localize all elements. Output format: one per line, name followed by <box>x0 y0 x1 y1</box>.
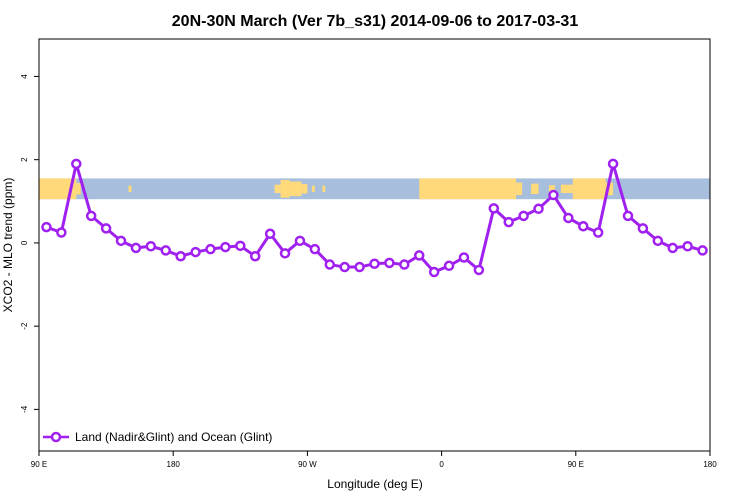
land-segment <box>572 178 606 200</box>
data-point <box>175 250 186 262</box>
data-point <box>41 221 52 233</box>
land-segment <box>76 183 81 195</box>
data-point <box>682 240 693 252</box>
legend-label: Land (Nadir&Glint) and Ocean (Glint) <box>75 430 272 444</box>
data-point <box>563 212 574 224</box>
land-segment <box>39 178 77 200</box>
data-point <box>622 210 634 222</box>
data-point <box>324 259 336 270</box>
data-point <box>488 203 500 214</box>
data-point <box>71 158 82 170</box>
data-point <box>607 158 619 170</box>
data-point <box>249 250 261 262</box>
data-point <box>592 227 604 238</box>
data-point <box>458 252 470 263</box>
land-segment <box>301 184 308 194</box>
land-strip <box>39 178 614 200</box>
x-tick-label: 0 <box>439 460 444 469</box>
data-point <box>264 228 276 240</box>
data-point <box>354 261 365 273</box>
land-segment <box>516 182 523 196</box>
x-axis: 90 E 180 90 W 0 90 E 180 <box>31 451 717 469</box>
data-point <box>652 235 664 247</box>
plot-frame <box>38 38 711 452</box>
data-point <box>384 257 395 269</box>
y-tick-label: 4 <box>20 74 29 79</box>
land-segment <box>419 178 517 200</box>
x-axis-label: Longitude (deg E) <box>327 477 422 491</box>
data-point <box>369 258 380 269</box>
ocean-strip <box>39 178 710 200</box>
x-tick-label: 180 <box>167 460 181 469</box>
y-tick-label: -2 <box>20 322 29 330</box>
land-segment <box>128 185 132 192</box>
data-point <box>279 248 291 259</box>
data-point <box>309 243 321 255</box>
data-point <box>220 241 231 253</box>
data-point <box>518 210 529 222</box>
land-segment <box>531 183 539 195</box>
y-tick-label: 2 <box>20 157 29 162</box>
data-point <box>533 203 544 215</box>
data-point <box>235 240 246 252</box>
data-point <box>548 189 559 201</box>
data-point <box>160 245 171 256</box>
data-point <box>399 259 410 270</box>
data-point <box>428 266 440 278</box>
data-point <box>697 245 708 256</box>
data-point <box>100 223 112 234</box>
x-tick-label: 90 E <box>568 460 584 469</box>
land-segment <box>560 184 573 193</box>
data-point <box>443 260 455 272</box>
x-tick-label: 90 E <box>31 460 47 469</box>
land-ocean-band <box>39 178 710 200</box>
data-point <box>637 223 649 234</box>
data-point <box>294 235 306 247</box>
data-point <box>578 221 589 232</box>
data-point <box>130 242 142 254</box>
data-point <box>56 227 67 238</box>
chart-title: 20N-30N March (Ver 7b_s31) 2014-09-06 to… <box>172 13 579 30</box>
land-segment <box>605 182 614 196</box>
y-axis: -4 -2 0 2 4 <box>20 74 39 413</box>
y-tick-label: -4 <box>20 405 29 413</box>
land-segment <box>548 185 555 193</box>
y-axis-label: XCO2 - MLO trend (ppm) <box>1 178 15 313</box>
data-point <box>85 210 97 222</box>
y-tick-label: 0 <box>20 240 29 245</box>
legend-marker <box>50 431 62 443</box>
x-tick-label: 180 <box>703 460 717 469</box>
land-segment <box>322 185 326 192</box>
legend: Land (Nadir&Glint) and Ocean (Glint) <box>43 430 272 444</box>
data-point <box>205 243 216 255</box>
data-point <box>503 216 514 228</box>
land-segment <box>311 185 315 192</box>
land-segment <box>280 179 290 198</box>
data-point <box>145 240 157 252</box>
land-segment <box>289 181 302 197</box>
data-point <box>667 242 678 254</box>
x-tick-label: 90 W <box>298 460 317 469</box>
data-point <box>190 246 201 258</box>
data-point <box>115 235 127 247</box>
data-point <box>413 250 425 261</box>
series-layer <box>41 158 708 278</box>
land-segment <box>274 184 281 193</box>
data-point <box>473 264 485 276</box>
data-point <box>339 261 350 273</box>
